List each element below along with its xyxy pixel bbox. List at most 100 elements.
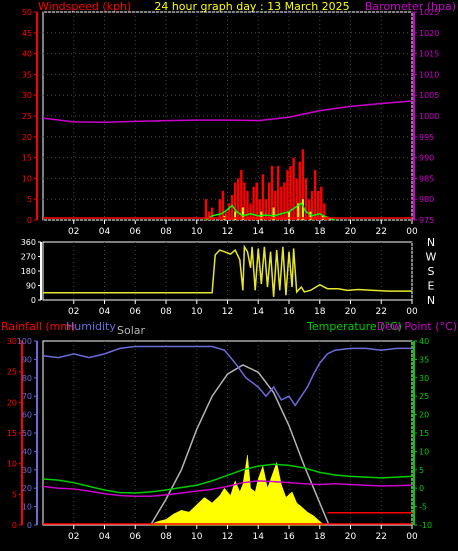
solar-max-curve (149, 364, 330, 526)
x-tick-label: 02 (68, 227, 79, 237)
wind-direction-line (43, 244, 412, 297)
x-tick-label: 16 (283, 227, 295, 237)
wind-bar (310, 190, 314, 220)
solar-axis-label: Solar (117, 324, 146, 337)
chart-marks (42, 100, 413, 526)
wind-bar (261, 174, 265, 220)
x-tick-label: 00 (406, 227, 418, 237)
direction-tick-label: 90 (26, 282, 36, 291)
barometer-tick-label: 1020 (419, 29, 439, 38)
windspeed-tick-label: 50 (22, 8, 32, 17)
x-tick-label: 02 (68, 307, 79, 317)
temperature-tick-label: 10 (419, 447, 429, 456)
x-tick-label: 00 (406, 307, 418, 317)
wind-bar (277, 165, 280, 220)
wind-bar (210, 207, 214, 220)
wind-bar (270, 165, 274, 220)
gust-bar (288, 211, 290, 220)
temperature-tick-label: 35 (419, 355, 429, 364)
wind-bar (207, 211, 211, 220)
humidity-tick-label: 20 (22, 484, 32, 493)
wind-bar (273, 190, 277, 220)
wind-bar (246, 190, 249, 220)
rainfall-tick-label: 25 (7, 368, 17, 377)
rainfall-axis-label: Rainfall (mm) (1, 320, 75, 333)
wind-bar (227, 203, 231, 220)
humidity-tick-label: 70 (22, 392, 32, 401)
temperature-tick-label: 25 (419, 392, 429, 401)
barometer-tick-label: 1005 (419, 91, 439, 100)
barometer-line (42, 100, 413, 123)
wind-bar (304, 178, 308, 220)
wind-bar (301, 149, 305, 220)
barometer-axis-label: Barometer (hpa) (365, 0, 456, 13)
wind-bar (317, 190, 320, 220)
wind-bar (249, 203, 252, 220)
wind-bar (307, 199, 311, 220)
gust-bar (297, 203, 300, 220)
humidity-tick-label: 10 (22, 503, 32, 512)
humidity-tick-label: 0 (27, 521, 32, 530)
dewpoint-axis-label: Dew Point (°C) (377, 320, 457, 333)
x-tick-label: 18 (314, 307, 326, 317)
gust-bar (241, 207, 244, 220)
wind-bar (298, 161, 301, 220)
windspeed-tick-label: 25 (22, 112, 32, 121)
wind-bar (286, 170, 289, 220)
wind-bar (243, 182, 246, 220)
gust-bar (234, 211, 237, 220)
compass-label: N (427, 236, 435, 249)
rainfall-tick-label: 30 (7, 337, 17, 346)
wind-bar (283, 182, 286, 220)
wind-bar (280, 186, 283, 220)
x-tick-label: 12 (222, 532, 233, 542)
x-tick-label: 18 (314, 532, 326, 542)
wind-bar (218, 199, 222, 220)
temperature-tick-label: 5 (419, 466, 424, 475)
barometer-tick-label: 985 (419, 174, 434, 183)
barometer-tick-label: 995 (419, 133, 434, 142)
compass-label: E (428, 280, 435, 293)
compass-label: S (428, 265, 435, 278)
temperature-line (42, 463, 413, 494)
barometer-tick-label: 975 (419, 216, 434, 225)
x-tick-label: 20 (345, 532, 357, 542)
gust-bar (272, 207, 275, 220)
wind-bar (289, 165, 292, 220)
x-tick-label: 04 (99, 227, 111, 237)
direction-tick-label: 0 (31, 296, 36, 305)
x-tick-label: 08 (160, 227, 172, 237)
humidity-line (42, 345, 412, 407)
wind-bar (252, 186, 255, 220)
x-tick-label: 06 (130, 227, 142, 237)
dewpoint-line (42, 480, 413, 498)
humidity-tick-label: 90 (22, 355, 32, 364)
windspeed-tick-label: 45 (22, 29, 32, 38)
x-tick-label: 22 (376, 532, 387, 542)
rainfall-tick-label: 0 (12, 521, 17, 530)
windspeed-tick-label: 20 (22, 133, 32, 142)
x-tick-label: 06 (130, 307, 142, 317)
wind-bar (221, 190, 225, 220)
temperature-tick-label: 40 (419, 337, 429, 346)
windspeed-tick-label: 40 (22, 50, 32, 59)
barometer-tick-label: 980 (419, 195, 434, 204)
x-tick-label: 14 (253, 532, 265, 542)
wind-bar (320, 186, 323, 220)
barometer-tick-label: 1025 (419, 8, 439, 17)
compass-label: N (427, 294, 435, 307)
wind-bar (313, 170, 317, 220)
wind-bar (237, 178, 240, 220)
wind-bar (233, 182, 237, 220)
direction-tick-label: 270 (21, 253, 36, 262)
rainfall-tick-label: 20 (7, 398, 17, 407)
windspeed-tick-label: 30 (22, 91, 32, 100)
x-tick-label: 22 (376, 307, 387, 317)
humidity-tick-label: 80 (22, 374, 32, 383)
windspeed-tick-label: 35 (22, 70, 32, 79)
avg-wind-line (205, 202, 336, 221)
windspeed-tick-label: 10 (22, 174, 32, 183)
x-tick-label: 14 (253, 307, 265, 317)
